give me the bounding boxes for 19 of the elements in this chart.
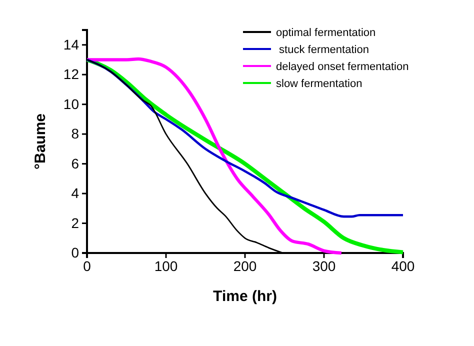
y-tick-label: 6 [71, 155, 80, 172]
x-tick-label: 300 [312, 258, 336, 274]
y-axis-title: °Baume [32, 113, 49, 170]
legend-label: optimal fermentation [276, 27, 376, 39]
x-tick-label: 0 [83, 258, 92, 274]
y-tick-label: 8 [71, 126, 80, 142]
x-axis-title: Time (hr) [213, 288, 277, 305]
legend-label: delayed onset fermentation [276, 61, 409, 73]
y-tick-label: 4 [71, 185, 80, 202]
x-tick-label: 200 [233, 258, 257, 274]
y-tick-label: 12 [63, 66, 80, 82]
legend-label: slow fermentation [276, 78, 362, 90]
y-tick-label: 14 [63, 36, 80, 52]
x-tick-label: 400 [391, 258, 415, 274]
y-tick-label: 10 [63, 96, 80, 112]
y-tick-label: 2 [71, 214, 80, 231]
y-tick-label: 0 [71, 244, 80, 260]
legend-label: stuck fermentation [276, 44, 369, 56]
x-tick-label: 100 [154, 258, 178, 274]
